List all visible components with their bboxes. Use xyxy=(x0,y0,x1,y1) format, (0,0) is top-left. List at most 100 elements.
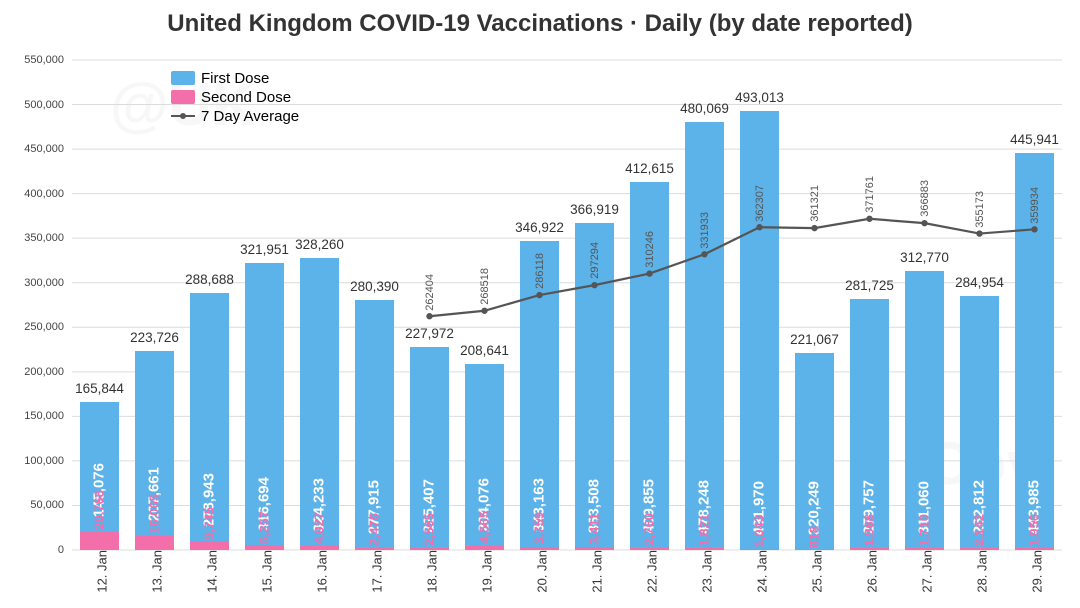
bar-column: 443,9851,956445,94129. Jan xyxy=(1015,60,1055,550)
total-label: 208,641 xyxy=(460,343,509,358)
second-dose-label: 2,760 xyxy=(642,513,657,546)
bar-column: 363,5083,411366,91921. Jan xyxy=(575,60,615,550)
bar-first-dose: 282,812 xyxy=(960,296,1000,548)
x-tick-label: 18. Jan xyxy=(419,550,440,593)
second-dose-label: 2,142 xyxy=(972,514,987,547)
x-tick-label: 24. Jan xyxy=(749,550,770,593)
x-tick-label: 12. Jan xyxy=(89,550,110,593)
total-label: 288,688 xyxy=(185,272,234,287)
bar-first-dose: 220,249 xyxy=(795,353,835,549)
avg-label: 355173 xyxy=(974,191,986,228)
avg-label: 286118 xyxy=(534,253,546,289)
x-tick-label: 17. Jan xyxy=(364,550,385,593)
avg-label: 361321 xyxy=(809,185,821,222)
total-label: 223,726 xyxy=(130,330,179,345)
bar-column: 409,8552,760412,61522. Jan xyxy=(630,60,670,550)
x-tick-label: 26. Jan xyxy=(859,550,880,593)
avg-label: 371761 xyxy=(864,176,876,213)
total-label: 493,013 xyxy=(735,90,784,105)
chart-container: United Kingdom COVID-19 Vaccinations · D… xyxy=(0,0,1080,608)
bars-group: 145,07620,768165,84412. Jan207,66116,065… xyxy=(72,60,1062,550)
bar-column: 279,7571,968281,72526. Jan xyxy=(850,60,890,550)
x-tick-label: 27. Jan xyxy=(914,550,935,593)
total-label: 321,951 xyxy=(240,242,289,257)
avg-label: 366883 xyxy=(919,180,931,217)
y-tick-label: 200,000 xyxy=(24,366,72,378)
y-tick-label: 0 xyxy=(58,544,72,556)
bar-first-dose: 277,915 xyxy=(355,300,395,548)
x-tick-label: 25. Jan xyxy=(804,550,825,593)
total-label: 328,260 xyxy=(295,237,344,252)
bar-first-dose: 316,694 xyxy=(245,263,285,545)
plot-area: First Dose Second Dose 7 Day Average 050… xyxy=(72,60,1062,550)
second-dose-label: 4,027 xyxy=(312,512,327,545)
avg-label: 268518 xyxy=(479,268,491,305)
bar-column: 491,9701,043493,01324. Jan xyxy=(740,60,780,550)
bar-first-dose: 324,233 xyxy=(300,258,340,547)
y-tick-label: 450,000 xyxy=(24,143,72,155)
total-label: 165,844 xyxy=(75,381,124,396)
y-tick-label: 300,000 xyxy=(24,277,72,289)
second-dose-label: 1,043 xyxy=(752,515,767,548)
second-dose-label: 1,956 xyxy=(1027,514,1042,547)
x-tick-label: 21. Jan xyxy=(584,550,605,593)
second-dose-label: 1,968 xyxy=(862,514,877,547)
x-tick-label: 20. Jan xyxy=(529,550,550,593)
x-tick-label: 22. Jan xyxy=(639,550,660,593)
total-label: 227,972 xyxy=(405,326,454,341)
y-tick-label: 500,000 xyxy=(24,99,72,111)
total-label: 284,954 xyxy=(955,275,1004,290)
bar-column: 311,0601,710312,77027. Jan xyxy=(905,60,945,550)
bar-column: 316,6945,257321,95115. Jan xyxy=(245,60,285,550)
second-dose-label: 16,065 xyxy=(147,494,162,534)
avg-label: 359934 xyxy=(1029,187,1041,224)
y-tick-label: 100,000 xyxy=(24,455,72,467)
total-label: 281,725 xyxy=(845,278,894,293)
x-tick-label: 14. Jan xyxy=(199,550,220,593)
total-label: 346,922 xyxy=(515,220,564,235)
total-label: 312,770 xyxy=(900,250,949,265)
bar-column: 204,0764,565208,64119. Jan xyxy=(465,60,505,550)
avg-label: 297294 xyxy=(589,242,601,279)
second-dose-label: 20,768 xyxy=(92,490,107,530)
bar-first-dose: 478,248 xyxy=(685,122,725,548)
bar-first-dose: 278,943 xyxy=(190,293,230,542)
bar-column: 278,9439,745288,68814. Jan xyxy=(190,60,230,550)
total-label: 480,069 xyxy=(680,101,729,116)
bar-column: 277,9152,475280,39017. Jan xyxy=(355,60,395,550)
y-tick-label: 250,000 xyxy=(24,321,72,333)
x-tick-label: 23. Jan xyxy=(694,550,715,593)
x-tick-label: 29. Jan xyxy=(1024,550,1045,593)
avg-label: 310246 xyxy=(644,231,656,268)
bar-column: 282,8122,142284,95428. Jan xyxy=(960,60,1000,550)
second-dose-label: 5,257 xyxy=(257,511,272,544)
second-dose-label: 4,565 xyxy=(477,511,492,544)
second-dose-label: 818 xyxy=(807,526,822,548)
bar-column: 324,2334,027328,26016. Jan xyxy=(300,60,340,550)
total-label: 445,941 xyxy=(1010,132,1059,147)
bar-column: 220,249818221,06725. Jan xyxy=(795,60,835,550)
y-tick-label: 350,000 xyxy=(24,232,72,244)
avg-label: 331933 xyxy=(699,212,711,249)
second-dose-label: 1,710 xyxy=(917,514,932,547)
y-tick-label: 550,000 xyxy=(24,54,72,66)
second-dose-label: 2,565 xyxy=(422,513,437,546)
second-dose-label: 9,745 xyxy=(202,507,217,540)
bar-second-dose xyxy=(135,536,175,550)
x-tick-label: 15. Jan xyxy=(254,550,275,593)
second-dose-label: 2,475 xyxy=(367,513,382,546)
bar-column: 145,07620,768165,84412. Jan xyxy=(80,60,120,550)
avg-label: 262404 xyxy=(424,274,436,311)
avg-label: 362307 xyxy=(754,185,766,222)
total-label: 221,067 xyxy=(790,332,839,347)
x-tick-label: 28. Jan xyxy=(969,550,990,593)
y-tick-label: 50,000 xyxy=(30,499,72,511)
bar-first-dose: 311,060 xyxy=(905,271,945,548)
x-tick-label: 13. Jan xyxy=(144,550,165,593)
bar-second-dose xyxy=(80,532,120,551)
second-dose-label: 1,821 xyxy=(697,514,712,547)
second-dose-label: 3,411 xyxy=(587,513,602,545)
total-label: 366,919 xyxy=(570,202,619,217)
total-label: 280,390 xyxy=(350,279,399,294)
total-label: 412,615 xyxy=(625,161,674,176)
